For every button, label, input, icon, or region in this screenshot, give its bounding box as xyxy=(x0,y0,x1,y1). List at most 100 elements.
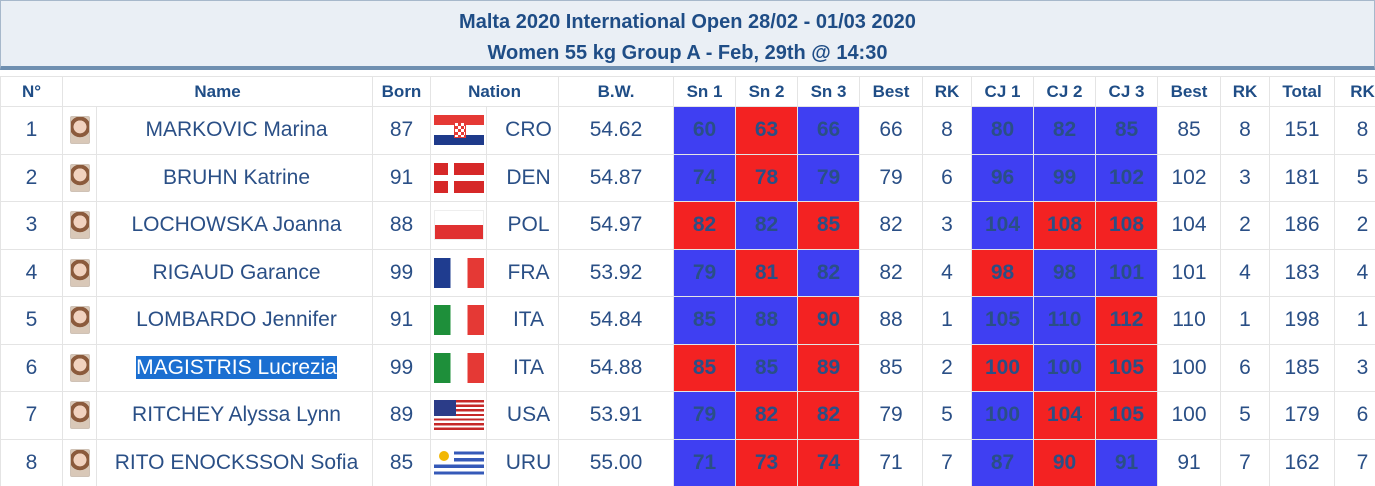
total: 179 xyxy=(1269,391,1336,440)
clean-jerk-attempt-1: 100 xyxy=(971,343,1035,392)
athlete-photo-cell xyxy=(62,438,97,486)
total-rank: 4 xyxy=(1334,248,1375,297)
athlete-photo-icon xyxy=(69,211,90,240)
total-rank: 1 xyxy=(1334,296,1375,345)
birth-year: 91 xyxy=(372,296,431,345)
clean-jerk-best: 101 xyxy=(1157,248,1222,297)
flag-cell xyxy=(430,296,487,345)
snatch-best: 82 xyxy=(859,248,924,297)
clean-jerk-attempt-2: 104 xyxy=(1033,391,1097,440)
body-weight: 53.92 xyxy=(558,248,675,297)
total: 185 xyxy=(1269,343,1336,392)
clean-jerk-best: 102 xyxy=(1157,153,1222,202)
birth-year: 88 xyxy=(372,201,431,250)
snatch-best: 79 xyxy=(859,391,924,440)
snatch-best: 71 xyxy=(859,438,924,486)
clean-jerk-attempt-1: 87 xyxy=(971,438,1035,486)
total: 198 xyxy=(1269,296,1336,345)
athlete-name-cell: BRUHN Katrine xyxy=(96,153,373,202)
athlete-name-link[interactable]: LOMBARDO Jennifer xyxy=(136,308,337,332)
athlete-name-cell: LOCHOWSKA Joanna xyxy=(96,201,373,250)
competition-title: Malta 2020 International Open 28/02 - 01… xyxy=(459,11,916,33)
country-flag-icon xyxy=(433,352,484,383)
snatch-attempt-2: 82 xyxy=(735,391,799,440)
athlete-name-link[interactable]: MARKOVIC Marina xyxy=(145,118,328,142)
col-name-header: Name xyxy=(62,76,373,107)
nation-code: ITA xyxy=(485,343,560,392)
clean-jerk-attempt-2: 99 xyxy=(1033,153,1097,202)
athlete-row: 3 LOCHOWSKA Joanna 88 POL 54.97 82 82 85 82 3 104 1… xyxy=(0,201,1375,250)
start-number: 7 xyxy=(0,391,63,440)
total: 162 xyxy=(1269,438,1336,486)
clean-jerk-attempt-1: 80 xyxy=(971,106,1035,155)
athlete-photo-icon xyxy=(69,401,90,430)
snatch-attempt-3: 89 xyxy=(797,343,861,392)
athlete-row: 7 RITCHEY Alyssa Lynn 89 USA 53.91 79 82 82 79 5 1… xyxy=(0,391,1375,440)
clean-jerk-rank: 7 xyxy=(1220,438,1271,486)
athlete-name-cell: RIGAUD Garance xyxy=(96,248,373,297)
athlete-photo-icon xyxy=(69,448,90,477)
body-weight: 54.84 xyxy=(558,296,675,345)
athlete-row: 1 MARKOVIC Marina 87 CRO 54.62 60 63 66 66 8 80 82 8… xyxy=(0,106,1375,155)
athlete-name-link[interactable]: RITCHEY Alyssa Lynn xyxy=(132,403,341,427)
nation-code: DEN xyxy=(485,153,560,202)
country-flag-icon xyxy=(433,257,484,288)
athlete-name-cell: MARKOVIC Marina xyxy=(96,106,373,155)
group-subtitle: Women 55 kg Group A - Feb, 29th @ 14:30 xyxy=(487,42,888,64)
athlete-name-link[interactable]: BRUHN Katrine xyxy=(162,165,311,189)
flag-cell xyxy=(430,153,487,202)
col-cj-2-header: CJ 2 xyxy=(1033,76,1097,107)
start-number: 5 xyxy=(0,296,63,345)
clean-jerk-attempt-2: 90 xyxy=(1033,438,1097,486)
col-total-header: Total xyxy=(1269,76,1336,107)
clean-jerk-attempt-1: 96 xyxy=(971,153,1035,202)
athlete-row: 2 BRUHN Katrine 91 DEN 54.87 74 78 79 79 6 96 99 102… xyxy=(0,153,1375,202)
col-born-header: Born xyxy=(372,76,431,107)
flag-cell xyxy=(430,106,487,155)
birth-year: 85 xyxy=(372,438,431,486)
header-row: N° Name Born Nation B.W. Sn 1 Sn 2 Sn 3 Best RK CJ… xyxy=(0,76,1375,107)
country-flag-icon xyxy=(433,447,484,478)
athlete-name-link[interactable]: RIGAUD Garance xyxy=(152,260,321,284)
clean-jerk-attempt-3: 112 xyxy=(1095,296,1159,345)
clean-jerk-best: 91 xyxy=(1157,438,1222,486)
athlete-name-link[interactable]: MAGISTRIS Lucrezia xyxy=(136,355,337,379)
clean-jerk-best: 100 xyxy=(1157,391,1222,440)
col-number-header: N° xyxy=(0,76,63,107)
clean-jerk-attempt-1: 98 xyxy=(971,248,1035,297)
clean-jerk-attempt-1: 104 xyxy=(971,201,1035,250)
results-table: N° Name Born Nation B.W. Sn 1 Sn 2 Sn 3 Best RK CJ… xyxy=(0,76,1375,486)
snatch-attempt-1: 82 xyxy=(673,201,737,250)
start-number: 4 xyxy=(0,248,63,297)
snatch-attempt-1: 79 xyxy=(673,248,737,297)
total: 151 xyxy=(1269,106,1336,155)
total: 186 xyxy=(1269,201,1336,250)
clean-jerk-attempt-2: 100 xyxy=(1033,343,1097,392)
col-total-rank-header: RK xyxy=(1334,76,1375,107)
athlete-photo-icon xyxy=(69,116,90,145)
total-rank: 3 xyxy=(1334,343,1375,392)
table-body: 1 MARKOVIC Marina 87 CRO 54.62 60 63 66 66 8 80 82 8… xyxy=(0,106,1375,486)
snatch-attempt-1: 74 xyxy=(673,153,737,202)
snatch-attempt-3: 79 xyxy=(797,153,861,202)
clean-jerk-rank: 6 xyxy=(1220,343,1271,392)
snatch-attempt-1: 71 xyxy=(673,438,737,486)
athlete-name-cell: MAGISTRIS Lucrezia xyxy=(96,343,373,392)
total: 183 xyxy=(1269,248,1336,297)
athlete-photo-cell xyxy=(62,106,97,155)
snatch-attempt-2: 73 xyxy=(735,438,799,486)
clean-jerk-rank: 1 xyxy=(1220,296,1271,345)
athlete-name-link[interactable]: RITO ENOCKSSON Sofia xyxy=(114,450,359,474)
athlete-photo-cell xyxy=(62,248,97,297)
col-cj-best-header: Best xyxy=(1157,76,1222,107)
body-weight: 55.00 xyxy=(558,438,675,486)
snatch-attempt-3: 66 xyxy=(797,106,861,155)
snatch-attempt-3: 82 xyxy=(797,248,861,297)
snatch-attempt-2: 78 xyxy=(735,153,799,202)
clean-jerk-attempt-1: 105 xyxy=(971,296,1035,345)
athlete-photo-cell xyxy=(62,201,97,250)
athlete-name-link[interactable]: LOCHOWSKA Joanna xyxy=(131,213,342,237)
body-weight: 54.87 xyxy=(558,153,675,202)
snatch-attempt-3: 74 xyxy=(797,438,861,486)
flag-cell xyxy=(430,248,487,297)
